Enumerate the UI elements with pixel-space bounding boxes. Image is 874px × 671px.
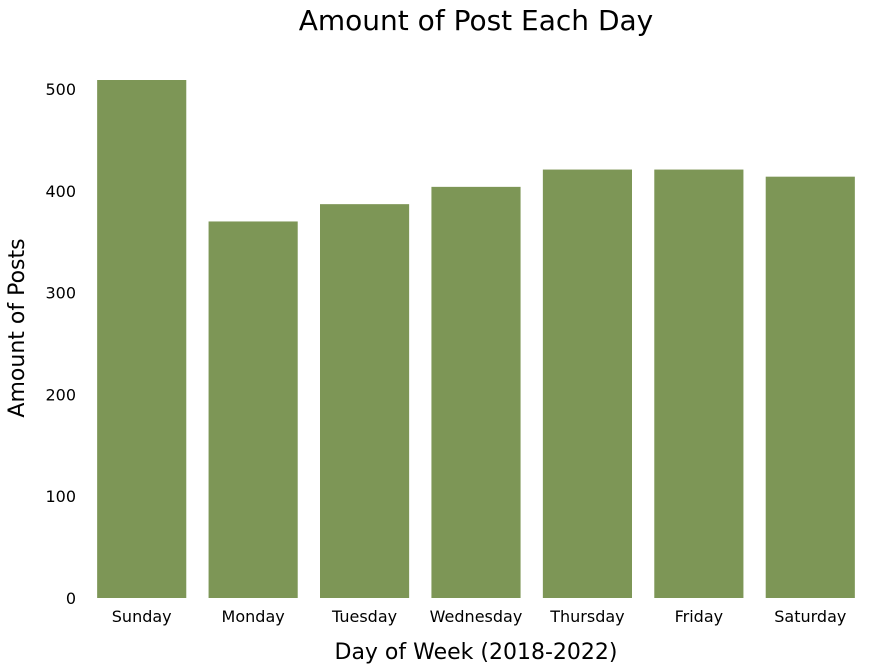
bar-friday xyxy=(654,169,744,598)
bar-saturday xyxy=(765,176,855,598)
bar-wednesday xyxy=(431,186,521,599)
y-tick-label-500: 500 xyxy=(45,80,76,99)
x-tick-label-friday: Friday xyxy=(675,607,724,626)
y-tick-label-100: 100 xyxy=(45,487,76,506)
y-tick-labels: 0 100 200 300 400 500 xyxy=(45,80,76,608)
x-tick-label-tuesday: Tuesday xyxy=(331,607,397,626)
chart-title: Amount of Post Each Day xyxy=(299,4,653,37)
x-tick-label-wednesday: Wednesday xyxy=(430,607,523,626)
bar-thursday xyxy=(542,169,632,598)
x-tick-label-saturday: Saturday xyxy=(774,607,846,626)
y-tick-label-400: 400 xyxy=(45,182,76,201)
x-tick-label-monday: Monday xyxy=(222,607,285,626)
y-tick-label-200: 200 xyxy=(45,385,76,404)
bars xyxy=(97,80,855,599)
x-tick-label-sunday: Sunday xyxy=(112,607,172,626)
x-axis-label: Day of Week (2018-2022) xyxy=(335,640,618,665)
x-tick-label-thursday: Thursday xyxy=(549,607,624,626)
y-axis-label: Amount of Posts xyxy=(5,238,30,417)
bar-tuesday xyxy=(320,204,410,598)
y-tick-label-0: 0 xyxy=(66,589,76,608)
bar-sunday xyxy=(97,80,187,598)
y-tick-label-300: 300 xyxy=(45,284,76,303)
x-tick-labels: Sunday Monday Tuesday Wednesday Thursday Frid… xyxy=(112,607,847,626)
bar-monday xyxy=(208,221,298,598)
